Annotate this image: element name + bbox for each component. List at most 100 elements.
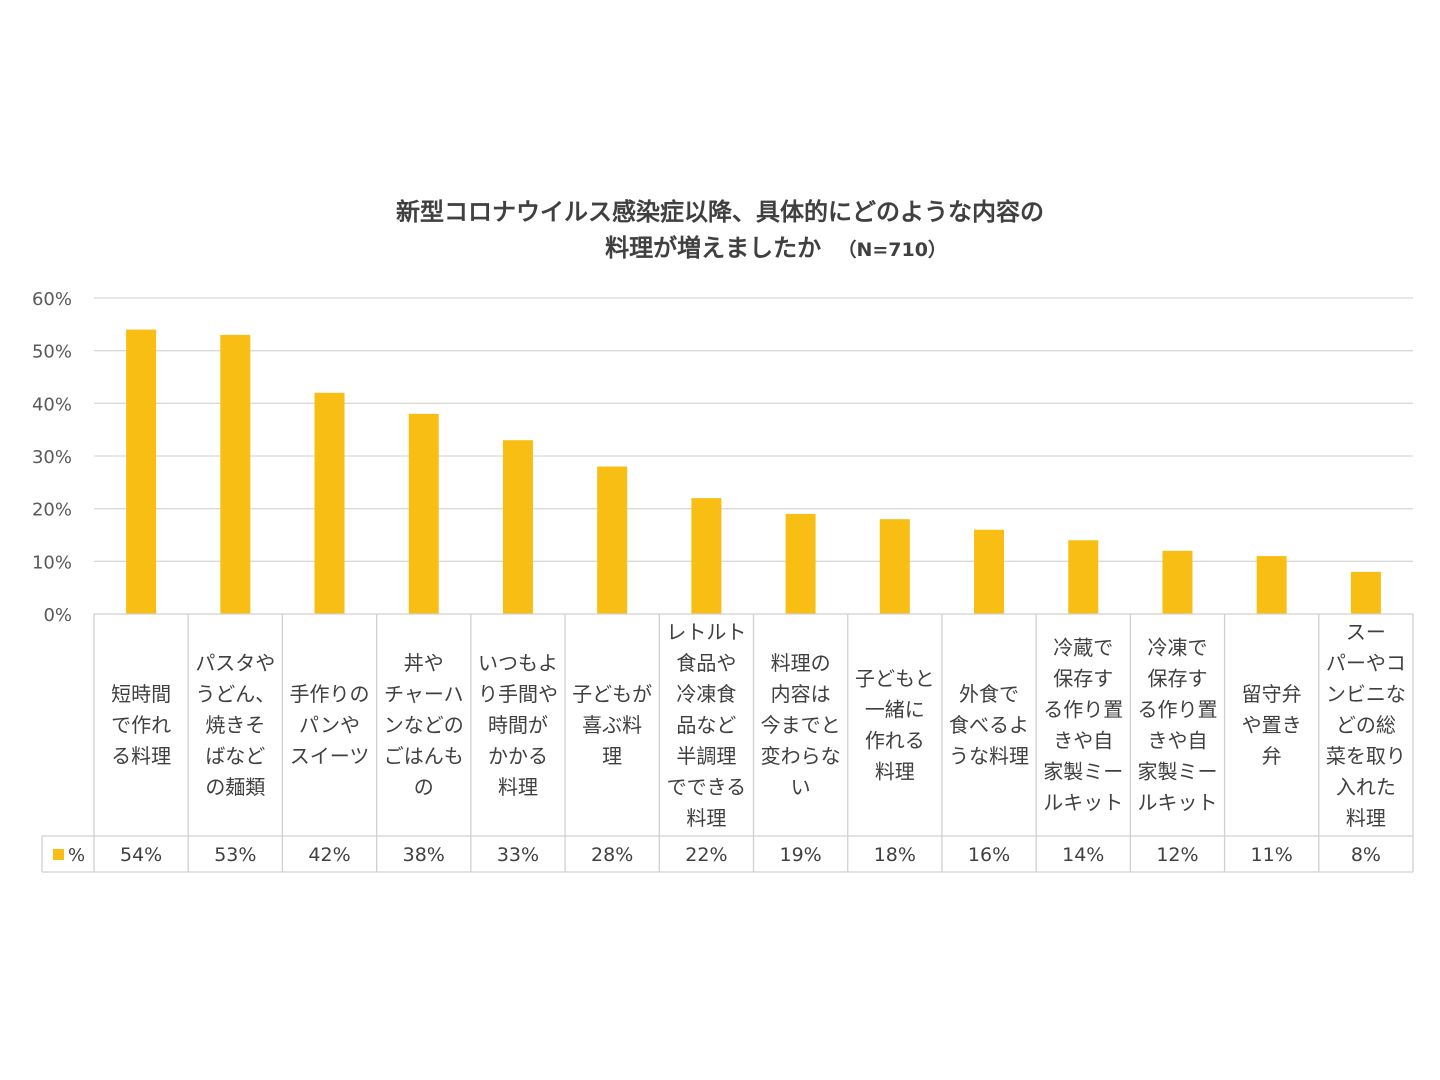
category-label-line: 料理 xyxy=(1346,806,1386,830)
value-label-2: 53% xyxy=(214,844,256,866)
category-label-line: 今までと xyxy=(761,713,841,737)
chart-title-line-2: 料理が増えましたか （N=710） xyxy=(605,234,947,262)
category-label-line: 短時間 xyxy=(111,682,171,706)
category-label-line: 半調理 xyxy=(676,744,736,768)
bar-2 xyxy=(220,334,251,614)
category-label-2: パスタやうどん、焼きそばなどの麺類 xyxy=(195,651,275,799)
category-label-line: 弁 xyxy=(1262,744,1282,768)
value-label-12: 12% xyxy=(1156,844,1198,866)
category-label-line: いつもよ xyxy=(478,651,558,675)
category-label-line: 料理 xyxy=(686,806,726,830)
category-label-line: でできる xyxy=(667,775,747,799)
bars xyxy=(126,329,1381,614)
category-label-4: 丼やチャーハンなどのごはんもの xyxy=(384,651,464,799)
y-tick-label: 30% xyxy=(32,447,72,468)
value-label-3: 42% xyxy=(308,844,350,866)
category-label-line: パンや xyxy=(299,713,360,737)
legend-swatch xyxy=(53,849,64,860)
category-label-line: 子どもと xyxy=(855,667,935,691)
category-label-line: 子どもが xyxy=(572,682,652,706)
category-label-line: 冷凍食 xyxy=(676,682,736,706)
value-label-9: 18% xyxy=(874,844,916,866)
category-label-line: 保存す xyxy=(1147,667,1207,691)
y-tick-label: 60% xyxy=(32,289,72,310)
category-label-line: 食品や xyxy=(676,651,736,675)
category-label-line: る料理 xyxy=(111,744,171,768)
category-label-line: 家製ミー xyxy=(1043,760,1123,784)
category-label-line: 菜を取り xyxy=(1326,744,1406,768)
category-label-line: ばなど xyxy=(205,744,265,768)
value-label-4: 38% xyxy=(403,844,445,866)
category-label-5: いつもより手間や時間がかかる料理 xyxy=(478,651,558,799)
category-label-13: 留守弁や置き弁 xyxy=(1242,682,1302,768)
category-label-line: 作れる xyxy=(865,729,925,753)
value-label-8: 19% xyxy=(779,844,821,866)
category-label-14: スーパーやコンビニなどの総菜を取り入れた料理 xyxy=(1326,620,1406,830)
category-label-line: レトルト xyxy=(666,620,746,644)
y-tick-label: 40% xyxy=(32,394,72,415)
category-label-line: 喜ぶ料 xyxy=(582,713,642,737)
category-label-line: ンビニな xyxy=(1326,682,1406,706)
value-label-6: 28% xyxy=(591,844,633,866)
category-label-line: 冷蔵で xyxy=(1053,636,1113,660)
category-label-11: 冷蔵で保存する作り置きや自家製ミールキット xyxy=(1043,636,1123,815)
bar-9 xyxy=(879,519,910,614)
category-label-12: 冷凍で保存する作り置きや自家製ミールキット xyxy=(1137,636,1217,815)
bar-11 xyxy=(1068,540,1099,614)
category-label-line: 焼きそ xyxy=(205,713,265,737)
bar-7 xyxy=(691,498,722,614)
legend-label: % xyxy=(68,845,85,866)
category-label-line: 品など xyxy=(676,713,736,737)
y-tick-label: 50% xyxy=(32,342,72,363)
category-label-line: 家製ミー xyxy=(1137,760,1217,784)
category-label-line: 料理の xyxy=(771,651,831,675)
category-label-line: 外食で xyxy=(959,682,1019,706)
bar-14 xyxy=(1350,571,1381,614)
bar-5 xyxy=(502,440,533,614)
chart-title-line-2-main: 料理が増えましたか xyxy=(605,234,821,262)
value-label-14: 8% xyxy=(1351,844,1381,866)
category-label-line: チャーハ xyxy=(384,682,463,706)
category-label-line: 冷凍で xyxy=(1147,636,1207,660)
category-label-line: る作り置 xyxy=(1043,698,1123,722)
category-label-line: きや自 xyxy=(1053,729,1113,753)
category-label-line: 食べるよ xyxy=(949,713,1029,737)
bar-1 xyxy=(126,329,157,614)
category-label-3: 手作りのパンやスイーツ xyxy=(290,682,370,768)
category-label-line: り手間や xyxy=(478,682,558,706)
legend: % xyxy=(53,845,85,866)
category-label-line: ルキット xyxy=(1043,791,1123,815)
y-tick-label: 0% xyxy=(43,605,72,626)
category-label-7: レトルト食品や冷凍食品など半調理でできる料理 xyxy=(666,620,746,830)
category-label-line: ルキット xyxy=(1137,791,1217,815)
chart-title-line-1: 新型コロナウイルス感染症以降、具体的にどのような内容の xyxy=(396,198,1044,226)
data-table: 短時間で作れる料理パスタやうどん、焼きそばなどの麺類手作りのパンやスイーツ丼やチ… xyxy=(41,613,1414,873)
category-label-line: 変わらな xyxy=(761,744,841,768)
category-label-line: スー xyxy=(1346,620,1386,644)
value-label-1: 54% xyxy=(120,844,162,866)
value-label-7: 22% xyxy=(685,844,727,866)
category-label-line: 内容は xyxy=(771,682,831,706)
category-label-line: 料理 xyxy=(498,775,538,799)
category-label-6: 子どもが喜ぶ料理 xyxy=(572,682,652,768)
category-label-line: 入れた xyxy=(1336,775,1396,799)
category-label-line: パスタや xyxy=(195,651,275,675)
gridlines xyxy=(94,297,1413,562)
bar-10 xyxy=(974,529,1005,614)
category-label-line: 丼や xyxy=(404,651,444,675)
category-label-line: 時間が xyxy=(488,713,548,737)
value-label-11: 14% xyxy=(1062,844,1104,866)
category-label-line: ンなどの xyxy=(384,713,464,737)
y-tick-label: 10% xyxy=(32,552,72,573)
y-tick-label: 20% xyxy=(32,500,72,521)
category-label-10: 外食で食べるような料理 xyxy=(949,682,1029,768)
category-label-line: どの総 xyxy=(1336,713,1396,737)
bar-4 xyxy=(408,413,439,614)
category-label-line: の xyxy=(414,775,434,799)
category-label-line: パーやコ xyxy=(1326,651,1406,675)
bar-6 xyxy=(597,466,628,614)
chart-title: 新型コロナウイルス感染症以降、具体的にどのような内容の 料理が増えましたか （N… xyxy=(396,198,1044,262)
category-label-line: 一緒に xyxy=(865,698,925,722)
category-label-9: 子どもと一緒に作れる料理 xyxy=(855,667,935,784)
